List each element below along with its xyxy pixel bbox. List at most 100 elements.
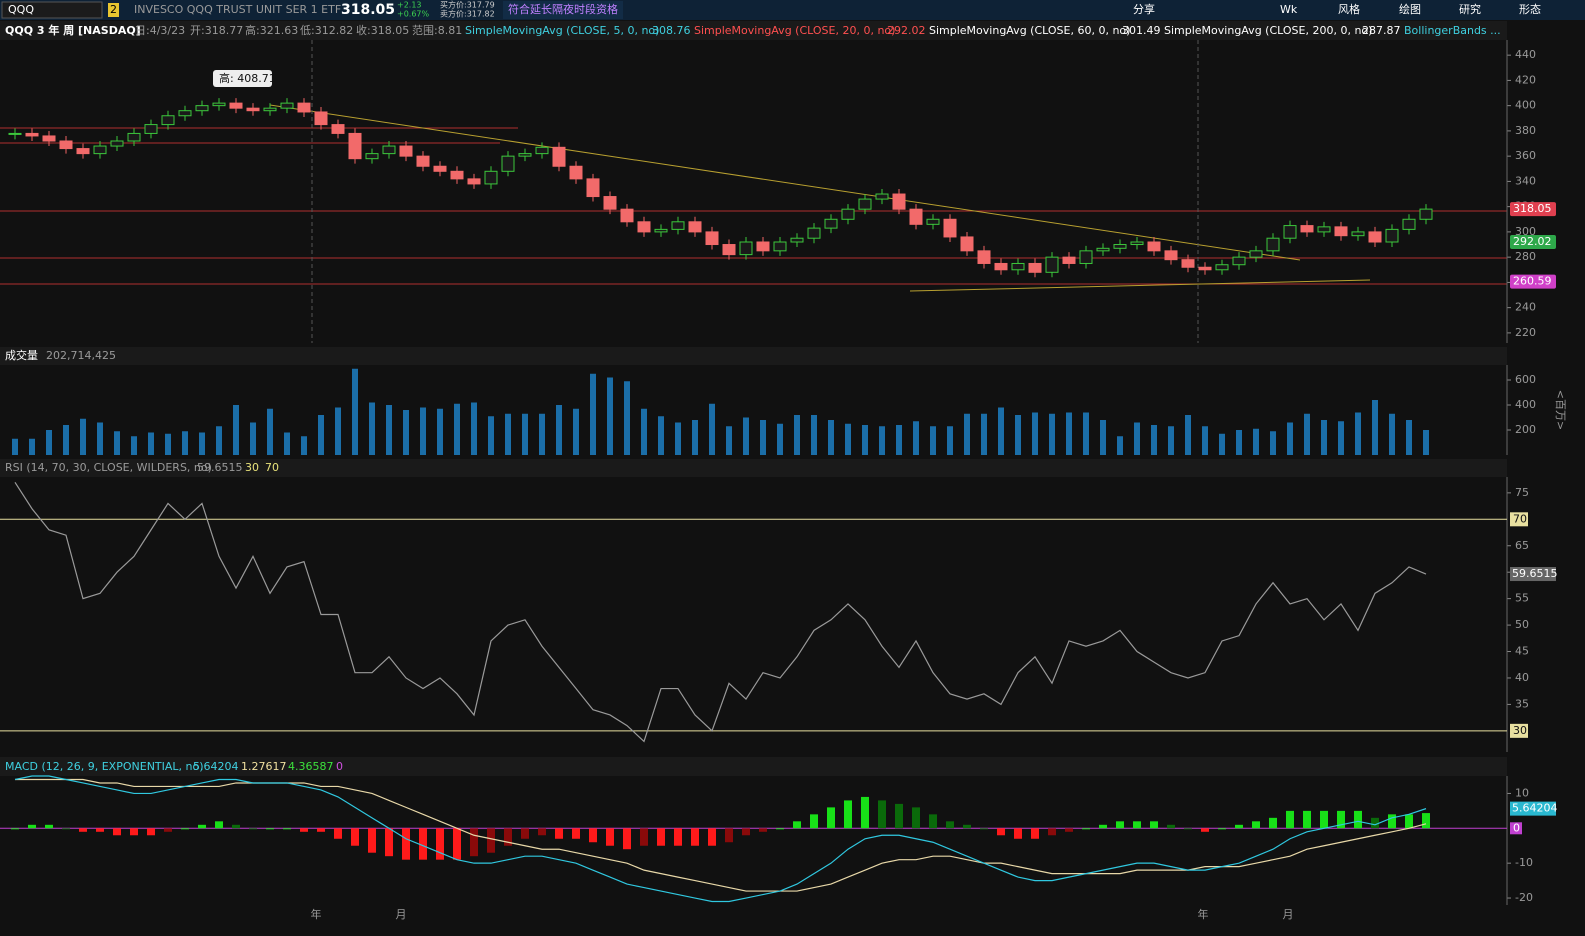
change: +2.13 [397,1,422,10]
candle [552,146,566,167]
macd-bar [1337,810,1345,829]
y-tick-label: 380 [1515,124,1536,137]
candle [1079,250,1093,264]
macd-bar [1184,828,1192,830]
macd-bar [521,828,529,839]
volume-bar [522,413,528,455]
candle [1045,256,1059,273]
value-tag [1510,234,1556,249]
study-name[interactable]: SimpleMovingAvg (CLOSE, 200, 0, no) [1164,24,1372,37]
macd-bar [793,821,801,829]
macd-bar [368,828,376,853]
candle [1368,231,1382,243]
rsi-level: 30 [245,461,259,474]
macd-bar [334,828,342,839]
value-tag [1510,274,1556,289]
value-tag-label: 5.64204 [1512,802,1558,815]
value-tag-label: 260.59 [1513,275,1552,288]
link-badge[interactable] [108,3,119,17]
macd-bar [844,800,852,829]
candle [1402,218,1416,230]
candle [1011,262,1025,271]
candle [25,132,39,137]
volume-bar [267,408,273,455]
macd-bar [1082,828,1090,830]
volume-bar [828,420,834,455]
change-pct: +0.67% [397,10,430,19]
volume-bar [63,425,69,455]
candle [620,208,634,223]
macd-bar [1014,828,1022,839]
tool[interactable]: 形态 [1519,3,1541,16]
macd-bar [640,828,648,846]
volume-bar [726,426,732,455]
macd-bar [351,828,359,846]
candle [654,228,668,233]
x-label: 月 [396,908,407,921]
macd-bar [1031,828,1039,839]
y-tick-label: 10 [1515,786,1529,799]
candle [569,165,583,180]
macd-bar [164,828,172,832]
volume-bar [1270,431,1276,455]
candle [246,107,260,112]
candle [535,146,549,155]
volume-bar [1406,420,1412,455]
macd-bar [79,828,87,832]
macd-bar [436,828,444,860]
rsi-line [14,481,1427,743]
study-name[interactable]: SimpleMovingAvg (CLOSE, 20, 0, no) [694,24,895,37]
volume-bar [505,413,511,455]
notice-box [503,1,623,19]
volume-last: 202,714,425 [46,349,116,362]
candle [1028,262,1042,273]
volume-bar [845,423,851,455]
macd-bar [895,803,903,829]
macd-value: 5.64204 [193,760,239,773]
volume-unit: <百万> [1554,390,1567,430]
bar-close: 收:318.05 [356,23,409,37]
rsi-level: 70 [265,461,279,474]
tool[interactable]: 研究 [1459,2,1481,16]
candle [399,145,413,157]
candle [1096,247,1110,252]
tool[interactable]: 绘图 [1399,2,1421,16]
volume-bar [29,438,35,455]
volume-bar [148,432,154,455]
volume-bar [1304,413,1310,455]
candle [1062,256,1076,264]
tool[interactable]: 分享 [1133,2,1155,16]
macd-bar [1116,821,1124,829]
y-tick-label: 40 [1515,671,1529,684]
candle [280,102,294,109]
study-name[interactable]: SimpleMovingAvg (CLOSE, 5, 0, no) [465,24,659,37]
volume-bar [1185,415,1191,455]
volume-bar [1202,426,1208,455]
volume-bar [539,413,545,455]
volume-bar [675,422,681,455]
macd-bar [742,828,750,836]
y-tick-label: 75 [1515,486,1529,499]
value-tag [1510,567,1556,582]
volume-bar [964,413,970,455]
volume-bar [1389,413,1395,455]
macd-bar [606,828,614,846]
study-name[interactable]: SimpleMovingAvg (CLOSE, 60, 0, no) [929,24,1130,37]
y-tick-label: 420 [1515,73,1536,86]
macd-bar [470,828,478,857]
candle [807,227,821,239]
symbol: QQQ [8,3,34,16]
study-name[interactable]: BollingerBands ... [1404,24,1501,37]
candle [1215,264,1229,271]
x-label: 月 [1283,908,1294,921]
aggregation[interactable]: Wk [1280,3,1298,16]
macd-bar [232,824,240,829]
symbol-box[interactable] [1,1,103,19]
rsi-last: 59.6515 [197,461,243,474]
macd-bar [1269,817,1277,829]
macd-bar [980,828,988,830]
tool[interactable]: 风格 [1338,2,1360,16]
macd-bar [147,828,155,836]
y-tick-label: 400 [1515,398,1536,411]
